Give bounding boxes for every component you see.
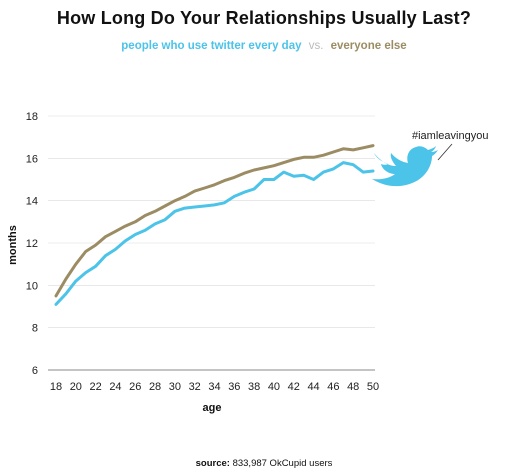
y-tick-label-16: 16 (26, 153, 38, 165)
y-tick-label-18: 18 (26, 111, 38, 123)
x-tick-label-36: 36 (228, 381, 240, 393)
x-tick-label-22: 22 (90, 381, 102, 393)
y-tick-label-6: 6 (32, 365, 38, 377)
twitter-bird-icon (372, 146, 438, 187)
y-tick-label-14: 14 (26, 196, 38, 208)
x-tick-label-48: 48 (347, 381, 359, 393)
x-axis-label: age (203, 402, 222, 414)
x-axis-ticks: 18 20 22 24 26 28 30 32 34 36 38 40 42 44 46 48 50 (50, 381, 379, 393)
legend-entry-twitter: people who use twitter every day (121, 40, 302, 52)
x-tick-label-34: 34 (208, 381, 220, 393)
x-tick-label-30: 30 (169, 381, 181, 393)
gridlines (48, 115, 375, 328)
source-label: source: (195, 458, 230, 469)
source-note: source: 833,987 OkCupid users (0, 458, 528, 469)
x-tick-label-50: 50 (367, 381, 379, 393)
y-tick-label-8: 8 (32, 323, 38, 335)
x-tick-label-42: 42 (288, 381, 300, 393)
annotation-hashtag: #iamleavingyou (412, 130, 488, 142)
x-tick-label-38: 38 (248, 381, 260, 393)
chart-legend: people who use twitter every day vs. eve… (0, 40, 528, 52)
chart-title: How Long Do Your Relationships Usually L… (56, 8, 472, 28)
series-lines (54, 144, 375, 306)
y-tick-label-10: 10 (26, 280, 38, 292)
legend-vs: vs. (308, 40, 324, 52)
x-tick-label-44: 44 (307, 381, 319, 393)
y-tick-label-12: 12 (26, 238, 38, 250)
y-axis-ticks: 6 8 10 12 14 16 18 (26, 111, 38, 377)
legend-entry-everyone: everyone else (330, 40, 407, 52)
x-tick-label-26: 26 (129, 381, 141, 393)
x-tick-label-46: 46 (327, 381, 339, 393)
x-tick-label-28: 28 (149, 381, 161, 393)
x-tick-label-18: 18 (50, 381, 62, 393)
x-tick-label-20: 20 (70, 381, 82, 393)
series-line-everyone-else (54, 144, 375, 298)
y-axis-label: months (7, 225, 19, 265)
x-tick-label-40: 40 (268, 381, 280, 393)
x-tick-label-32: 32 (189, 381, 201, 393)
series-line-twitter-daily (54, 161, 375, 306)
annotation-pointer-line (437, 143, 453, 161)
x-tick-label-24: 24 (109, 381, 121, 393)
source-text: 833,987 OkCupid users (232, 458, 333, 469)
